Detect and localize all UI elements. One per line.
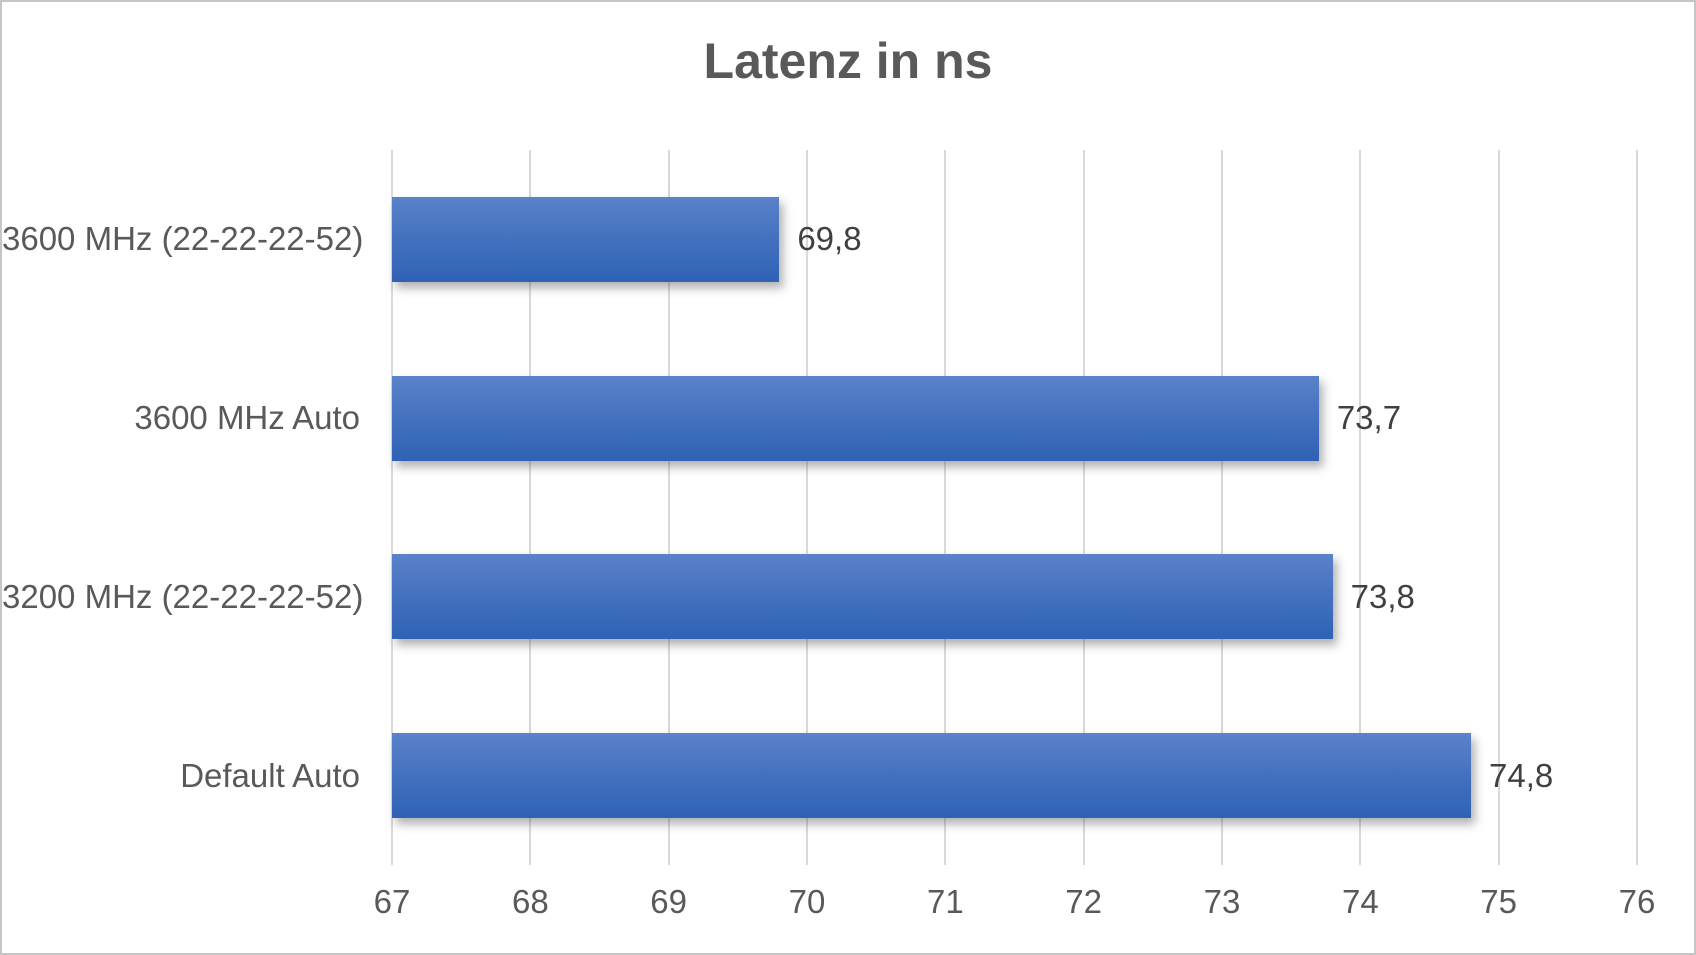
gridline — [944, 150, 947, 865]
value-label: 73,7 — [1336, 399, 1402, 437]
x-tick-label: 73 — [1203, 883, 1241, 920]
gridline — [667, 150, 670, 865]
chart-title: Latenz in ns — [703, 33, 993, 89]
bar — [392, 196, 780, 282]
plot-area — [391, 150, 1638, 865]
x-tick-label: 68 — [511, 883, 549, 920]
gridline — [1359, 150, 1362, 865]
gridline — [391, 150, 393, 865]
category-label: 3200 MHz (22-22-22-52) — [2, 577, 364, 615]
gridline — [1220, 150, 1223, 865]
x-tick-label: 74 — [1341, 883, 1379, 920]
gridline — [1497, 150, 1500, 865]
x-tick-label: 70 — [788, 883, 826, 920]
category-label: 3600 MHz (22-22-22-52) — [2, 220, 364, 258]
bar — [392, 733, 1471, 819]
x-tick-label: 76 — [1618, 883, 1656, 920]
gridline — [1082, 150, 1085, 865]
value-label: 73,8 — [1350, 577, 1415, 615]
value-label: 74,8 — [1489, 756, 1554, 794]
bar — [392, 554, 1333, 640]
gridline — [1636, 150, 1638, 865]
x-tick-label: 75 — [1480, 883, 1518, 920]
x-tick-label: 69 — [650, 883, 688, 920]
category-label: 3600 MHz Auto — [134, 399, 360, 437]
value-label: 69,8 — [797, 220, 862, 258]
x-tick-label: 71 — [926, 883, 964, 920]
bar — [392, 375, 1319, 461]
category-label: Default Auto — [180, 756, 360, 794]
x-tick-label: 72 — [1065, 883, 1103, 920]
gridline — [529, 150, 532, 865]
gridline — [805, 150, 808, 865]
x-tick-label: 67 — [373, 883, 411, 920]
